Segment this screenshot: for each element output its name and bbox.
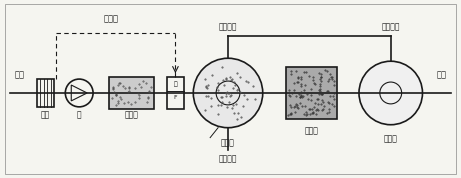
Circle shape bbox=[193, 58, 263, 128]
Text: 混合污泥: 混合污泥 bbox=[219, 154, 237, 163]
Text: 混: 混 bbox=[173, 81, 177, 87]
Circle shape bbox=[359, 61, 422, 125]
Text: 沉淤池: 沉淤池 bbox=[125, 110, 139, 119]
Bar bbox=[285, 67, 337, 119]
Text: F: F bbox=[174, 95, 177, 100]
Text: 格栌: 格栌 bbox=[41, 110, 50, 119]
Text: 二沉池: 二沉池 bbox=[384, 134, 398, 143]
Text: 进水: 进水 bbox=[15, 71, 24, 80]
Text: 泵: 泵 bbox=[77, 110, 82, 119]
Bar bbox=[109, 77, 154, 109]
Text: 剩余污泥: 剩余污泥 bbox=[219, 22, 237, 31]
Text: 出水: 出水 bbox=[437, 71, 446, 80]
Bar bbox=[166, 77, 184, 109]
Text: 曝气池: 曝气池 bbox=[304, 126, 318, 135]
Text: 一沉池: 一沉池 bbox=[221, 138, 235, 147]
Bar bbox=[37, 79, 54, 107]
Text: 回流污泥: 回流污泥 bbox=[382, 22, 400, 31]
Text: 投加点: 投加点 bbox=[103, 14, 118, 23]
